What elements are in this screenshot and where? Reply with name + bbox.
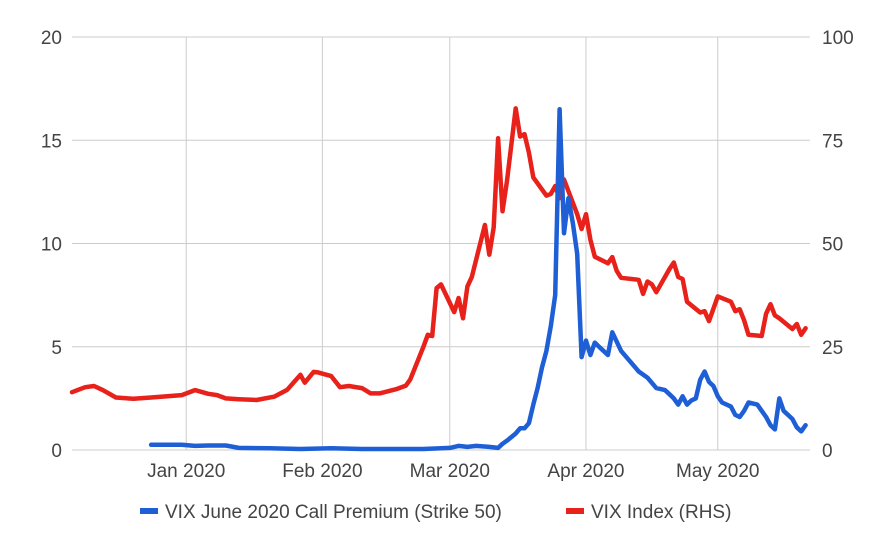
horizontal-gridlines: [72, 36, 810, 451]
right-tick-label: 50: [822, 235, 843, 256]
vertical-gridlines: [185, 37, 719, 450]
series-lines: [69, 106, 808, 452]
left-tick-label: 10: [41, 235, 62, 256]
x-tick-label: Feb 2020: [282, 461, 362, 482]
x-tick-label: Mar 2020: [410, 461, 490, 482]
legend-swatch: [566, 508, 584, 514]
vix-index-line: [69, 106, 808, 403]
left-tick-label: 20: [41, 28, 62, 49]
call-premium-line: [148, 107, 808, 452]
legend: VIX June 2020 Call Premium (Strike 50) VI…: [140, 502, 731, 523]
right-tick-label: 0: [822, 441, 833, 462]
x-tick-label: Apr 2020: [547, 461, 624, 482]
right-axis-tick-labels: 0 25 50 75 100: [822, 28, 854, 462]
legend-swatch: [140, 508, 158, 514]
right-tick-label: 100: [822, 28, 854, 49]
x-axis-tick-labels: Jan 2020 Feb 2020 Mar 2020 Apr 2020 May 2020: [147, 461, 759, 482]
left-axis-tick-labels: 0 5 10 15 20: [41, 28, 62, 462]
right-tick-label: 75: [822, 131, 843, 152]
right-tick-label: 25: [822, 338, 843, 359]
left-tick-label: 5: [51, 338, 62, 359]
left-tick-label: 0: [51, 441, 62, 462]
x-tick-label: Jan 2020: [147, 461, 225, 482]
legend-item-vix-index: VIX Index (RHS): [591, 502, 731, 523]
legend-item-call-premium: VIX June 2020 Call Premium (Strike 50): [165, 502, 502, 523]
x-tick-label: May 2020: [676, 461, 759, 482]
left-tick-label: 15: [41, 131, 62, 152]
